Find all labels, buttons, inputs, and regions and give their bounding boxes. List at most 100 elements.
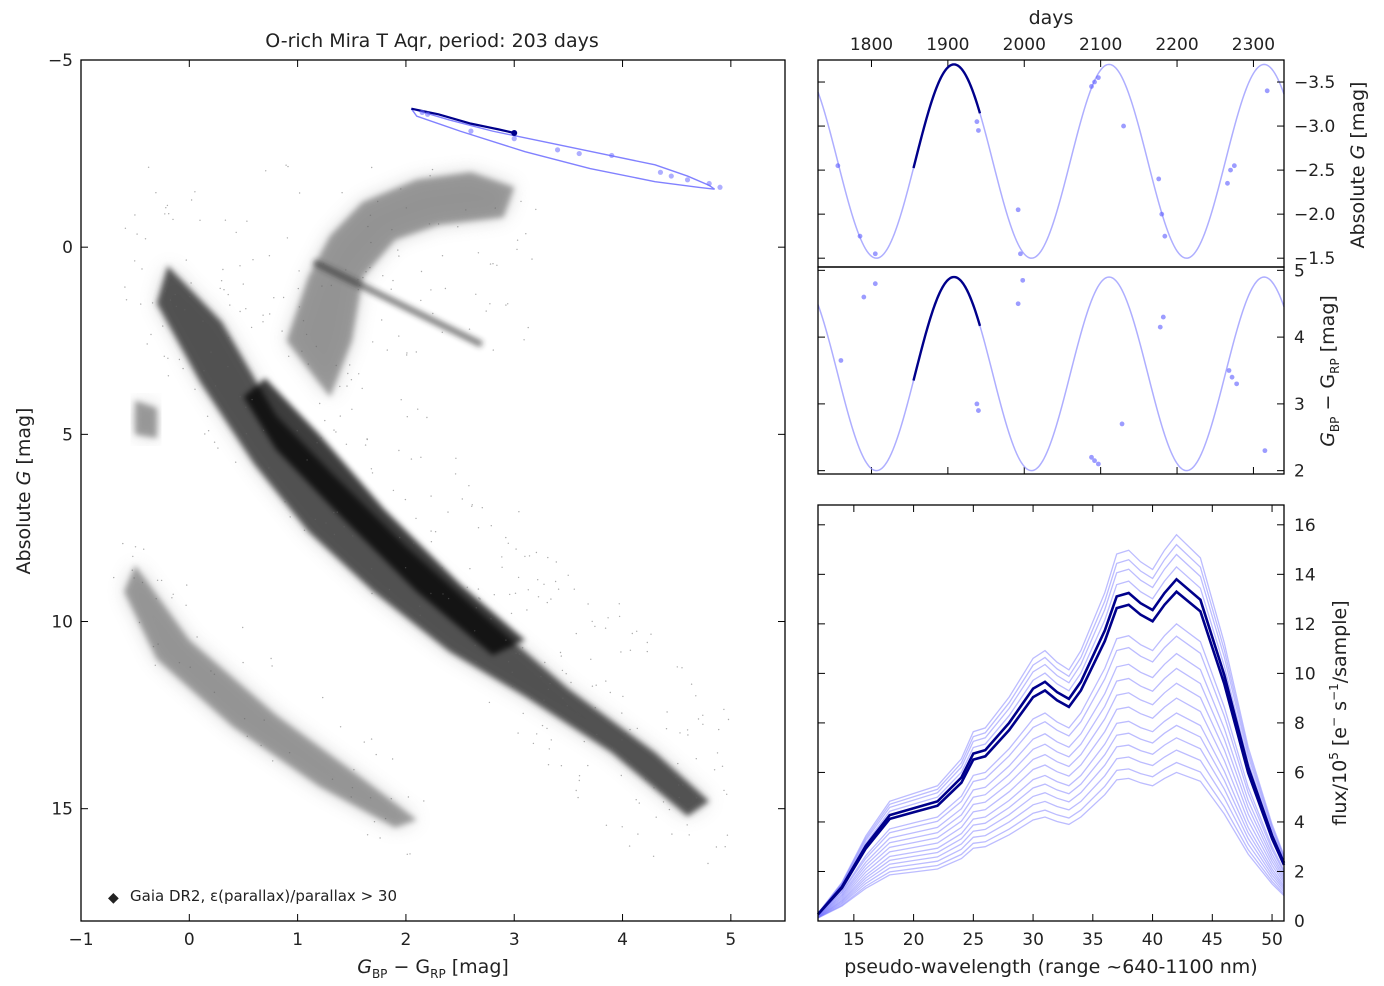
star-dot: [507, 542, 509, 544]
star-dot: [695, 695, 697, 697]
star-dot: [235, 461, 237, 463]
star-dot: [645, 778, 647, 780]
observation-point: [1156, 176, 1162, 182]
star-dot: [132, 555, 134, 558]
star-dot: [544, 661, 546, 664]
star-dot: [471, 504, 473, 506]
star-dot: [676, 666, 678, 668]
star-dot: [268, 255, 271, 257]
star-dot: [727, 718, 730, 721]
cmd-y-ticks: −5 0 5 10 15: [48, 51, 785, 820]
star-dot: [297, 287, 299, 290]
star-dot: [419, 605, 421, 607]
star-dot: [454, 473, 457, 475]
star-dot: [594, 707, 596, 709]
star-dot: [330, 284, 332, 287]
star-dot: [690, 683, 693, 685]
star-dot: [331, 778, 334, 780]
star-dot: [363, 741, 365, 743]
spectrum-line: [817, 543, 1285, 914]
star-dot: [435, 637, 437, 639]
star-dot: [570, 681, 572, 684]
star-dot: [167, 357, 169, 359]
star-dot: [282, 296, 285, 299]
mira-point: [468, 128, 474, 134]
star-dot: [207, 430, 210, 432]
star-dot: [702, 723, 704, 725]
star-dot: [430, 541, 433, 543]
star-dot: [370, 468, 373, 470]
observation-point: [1159, 211, 1165, 217]
star-dot: [242, 661, 244, 664]
star-dot: [285, 164, 287, 166]
observation-point: [838, 358, 844, 363]
mira-track: [410, 107, 723, 190]
star-dot: [213, 441, 216, 443]
star-dot: [444, 287, 447, 290]
star-dot: [210, 351, 212, 353]
star-dot: [169, 299, 172, 301]
star-dot: [314, 518, 316, 521]
star-dot: [284, 501, 286, 503]
star-dot: [532, 742, 535, 745]
star-dot: [339, 385, 341, 388]
star-dot: [501, 566, 503, 568]
spectrum-line: [817, 737, 1285, 918]
star-dot: [535, 551, 538, 554]
g-y-ticks: −3.5 −3.0 −2.5 −2.0 −1.5: [818, 73, 1335, 269]
spectra-x-tick-label: 30: [1022, 930, 1044, 950]
star-dot: [369, 214, 372, 216]
model-curve: [817, 276, 1285, 472]
spectrum-line: [817, 749, 1285, 919]
star-dot: [156, 579, 159, 581]
star-dot: [335, 364, 337, 367]
star-dot: [373, 821, 376, 823]
star-dot: [481, 507, 483, 509]
star-dot: [322, 696, 324, 699]
mira-point: [419, 109, 425, 116]
star-dot: [493, 594, 495, 596]
mira-point: [424, 111, 431, 117]
observation-point: [1262, 448, 1268, 454]
star-dot: [573, 588, 575, 590]
star-dot: [301, 350, 303, 352]
star-dot: [507, 303, 509, 305]
star-dot: [178, 358, 181, 361]
star-dot: [468, 328, 471, 330]
cmd-y-tick-label: 0: [62, 238, 73, 258]
star-dot: [172, 593, 174, 595]
mira-point: [576, 150, 582, 157]
star-dot: [621, 712, 623, 714]
star-dot: [509, 593, 511, 596]
star-dot: [298, 306, 301, 308]
star-dot: [587, 764, 589, 767]
star-dot: [631, 632, 633, 635]
star-dot: [607, 617, 609, 619]
days-tick-label: 2300: [1232, 35, 1275, 55]
observation-point: [1228, 167, 1233, 173]
star-dot: [609, 691, 611, 694]
observation-point: [1231, 163, 1237, 169]
star-dot: [518, 653, 521, 655]
observation-point: [1264, 88, 1270, 94]
observation-point: [1229, 374, 1235, 380]
star-dot: [560, 765, 563, 767]
star-dot: [537, 596, 540, 598]
star-dot: [134, 260, 136, 262]
observation-point: [835, 163, 841, 169]
star-dot: [333, 533, 336, 536]
g-y-tick-label: −3.5: [1294, 73, 1335, 93]
star-dot: [381, 319, 383, 321]
mira-point-highlight: [511, 129, 518, 136]
star-dot: [358, 373, 360, 375]
star-dot: [455, 457, 457, 459]
cmd-frame: [80, 59, 786, 922]
star-dot: [370, 738, 373, 740]
days-tick-label: 2000: [1003, 35, 1046, 55]
star-region-horizontal-clump: [135, 400, 157, 439]
star-dot: [336, 511, 338, 513]
star-dot: [367, 225, 369, 228]
scatter-dots: [113, 164, 730, 865]
observation-point: [976, 408, 981, 413]
star-dot: [430, 592, 432, 595]
